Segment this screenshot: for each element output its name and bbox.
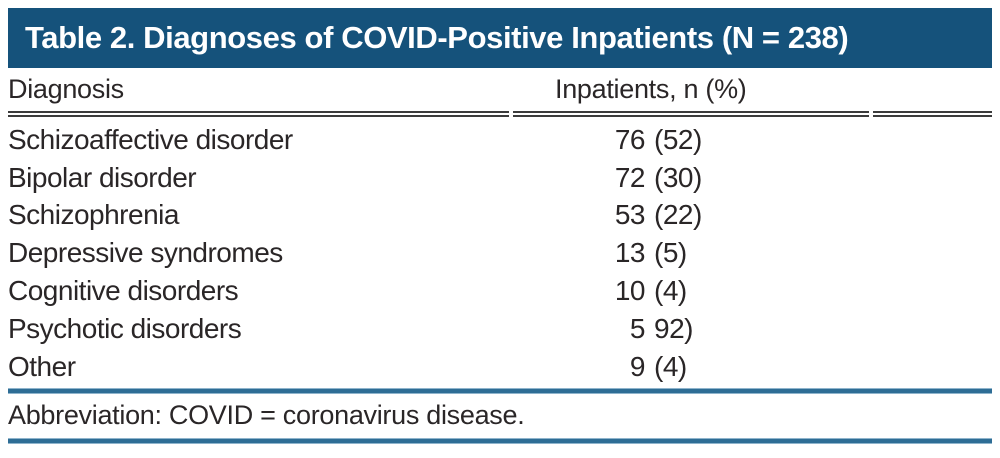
header-rule-segment-1 xyxy=(8,111,509,117)
percent-value: (4) xyxy=(654,275,687,307)
value-cell: 72 (30) xyxy=(555,162,992,194)
value-cell: 76 (52) xyxy=(555,124,992,156)
table-row: Schizophrenia 53 (22) xyxy=(8,197,992,235)
table-row: Other 9 (4) xyxy=(8,348,992,386)
diagnosis-cell: Bipolar disorder xyxy=(8,161,197,193)
footnote-text: Abbreviation: COVID = coronavirus diseas… xyxy=(8,400,525,431)
count-value: 13 xyxy=(614,237,646,269)
count-value: 9 xyxy=(629,350,646,382)
table-row: Schizoaffective disorder 76 (52) xyxy=(8,121,992,159)
value-cell: 10 (4) xyxy=(555,275,992,307)
table-row: Bipolar disorder 72 (30) xyxy=(8,159,992,197)
footer-top-rule xyxy=(8,387,992,394)
diagnosis-cell: Depressive syndromes xyxy=(8,237,283,269)
table-row: Depressive syndromes 13 (5) xyxy=(8,234,992,272)
table-body: Schizoaffective disorder 76 (52) Bipolar … xyxy=(8,117,992,386)
header-rule-segment-3 xyxy=(873,111,992,117)
table-row: Cognitive disorders 10 (4) xyxy=(8,272,992,310)
count-value: 53 xyxy=(614,199,646,231)
value-cell: 13 (5) xyxy=(555,237,992,269)
count-value: 72 xyxy=(614,161,646,193)
count-value: 10 xyxy=(614,275,646,307)
value-cell: 9 (4) xyxy=(555,351,992,383)
table-row: Psychotic disorders 5 92) xyxy=(8,310,992,348)
footer-bottom-rule xyxy=(8,437,992,444)
percent-value: 92) xyxy=(654,312,693,344)
header-rule-segment-2 xyxy=(513,111,869,117)
diagnosis-cell: Cognitive disorders xyxy=(8,275,239,307)
percent-value: (52) xyxy=(654,123,702,155)
diagnosis-cell: Other xyxy=(8,350,76,382)
table-title-bar: Table 2. Diagnoses of COVID-Positive Inp… xyxy=(8,8,992,68)
column-header-diagnosis: Diagnosis xyxy=(8,74,124,104)
diagnosis-cell: Schizoaffective disorder xyxy=(8,123,293,155)
header-double-rule xyxy=(8,111,992,117)
table-title: Table 2. Diagnoses of COVID-Positive Inp… xyxy=(25,20,849,55)
count-value: 76 xyxy=(614,123,646,155)
column-header-inpatients: Inpatients, n (%) xyxy=(555,74,747,104)
percent-value: (5) xyxy=(654,237,687,269)
journal-table: Table 2. Diagnoses of COVID-Positive Inp… xyxy=(8,8,992,444)
footnote-row: Abbreviation: COVID = coronavirus diseas… xyxy=(8,394,992,438)
percent-value: (4) xyxy=(654,350,687,382)
count-value: 5 xyxy=(629,312,646,344)
column-header-row: Diagnosis Inpatients, n (%) xyxy=(8,68,992,111)
diagnosis-cell: Schizophrenia xyxy=(8,199,179,231)
diagnosis-cell: Psychotic disorders xyxy=(8,312,242,344)
value-cell: 5 92) xyxy=(555,313,992,345)
value-cell: 53 (22) xyxy=(555,199,992,231)
percent-value: (22) xyxy=(654,199,702,231)
percent-value: (30) xyxy=(654,161,702,193)
